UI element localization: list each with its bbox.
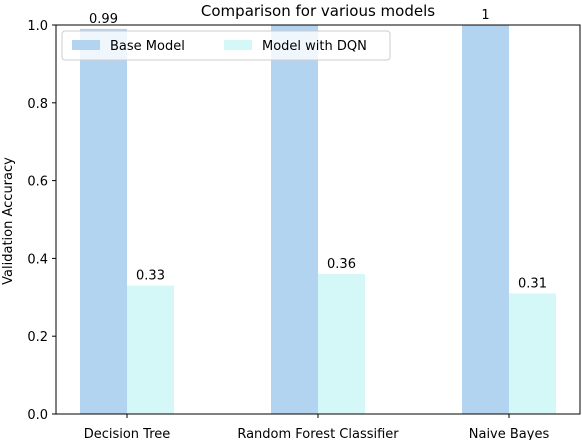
bar-1-1	[80, 28, 127, 414]
bar-2-2	[318, 273, 365, 414]
axes-group: Decision Tree Random Forest Classifier Nai…	[27, 19, 581, 442]
y-tick-label: 0.6	[27, 175, 48, 190]
y-tick-label: 0.0	[27, 408, 48, 423]
bar-value-label: 0.36	[327, 257, 356, 272]
bar-labels-group: 0.99 0.33 0.36 1 0.31	[89, 8, 547, 291]
legend-swatch-2	[224, 40, 252, 50]
y-tick-label: 0.4	[27, 252, 48, 267]
y-axis-label: Validation Accuracy	[1, 157, 16, 285]
legend-label-2: Model with DQN	[262, 39, 367, 54]
legend-swatch-1	[72, 40, 100, 50]
y-tick-label: 0.8	[27, 97, 48, 112]
bar-2-3	[509, 293, 556, 414]
bar-2-1	[127, 285, 174, 414]
x-tick-label: Random Forest Classifier	[237, 427, 399, 440]
x-tick-label: Decision Tree	[84, 427, 171, 440]
legend-label-1: Base Model	[110, 39, 185, 54]
bar-value-label: 0.99	[89, 12, 118, 27]
x-tick-label: Naive Bayes	[469, 427, 550, 440]
bar-1-2	[271, 25, 318, 414]
plot-frame	[55, 24, 581, 415]
bar-value-label: 0.33	[136, 269, 165, 284]
y-tick-label: 0.2	[27, 330, 48, 345]
legend: Base Model Model with DQN	[61, 30, 391, 61]
bar-value-label: 1	[481, 8, 489, 23]
bars-group	[80, 25, 556, 414]
chart-title: Comparison for various models	[201, 2, 435, 20]
bar-1-3	[462, 25, 509, 414]
y-tick-label: 1.0	[27, 19, 48, 34]
bar-value-label: 0.31	[518, 276, 547, 291]
